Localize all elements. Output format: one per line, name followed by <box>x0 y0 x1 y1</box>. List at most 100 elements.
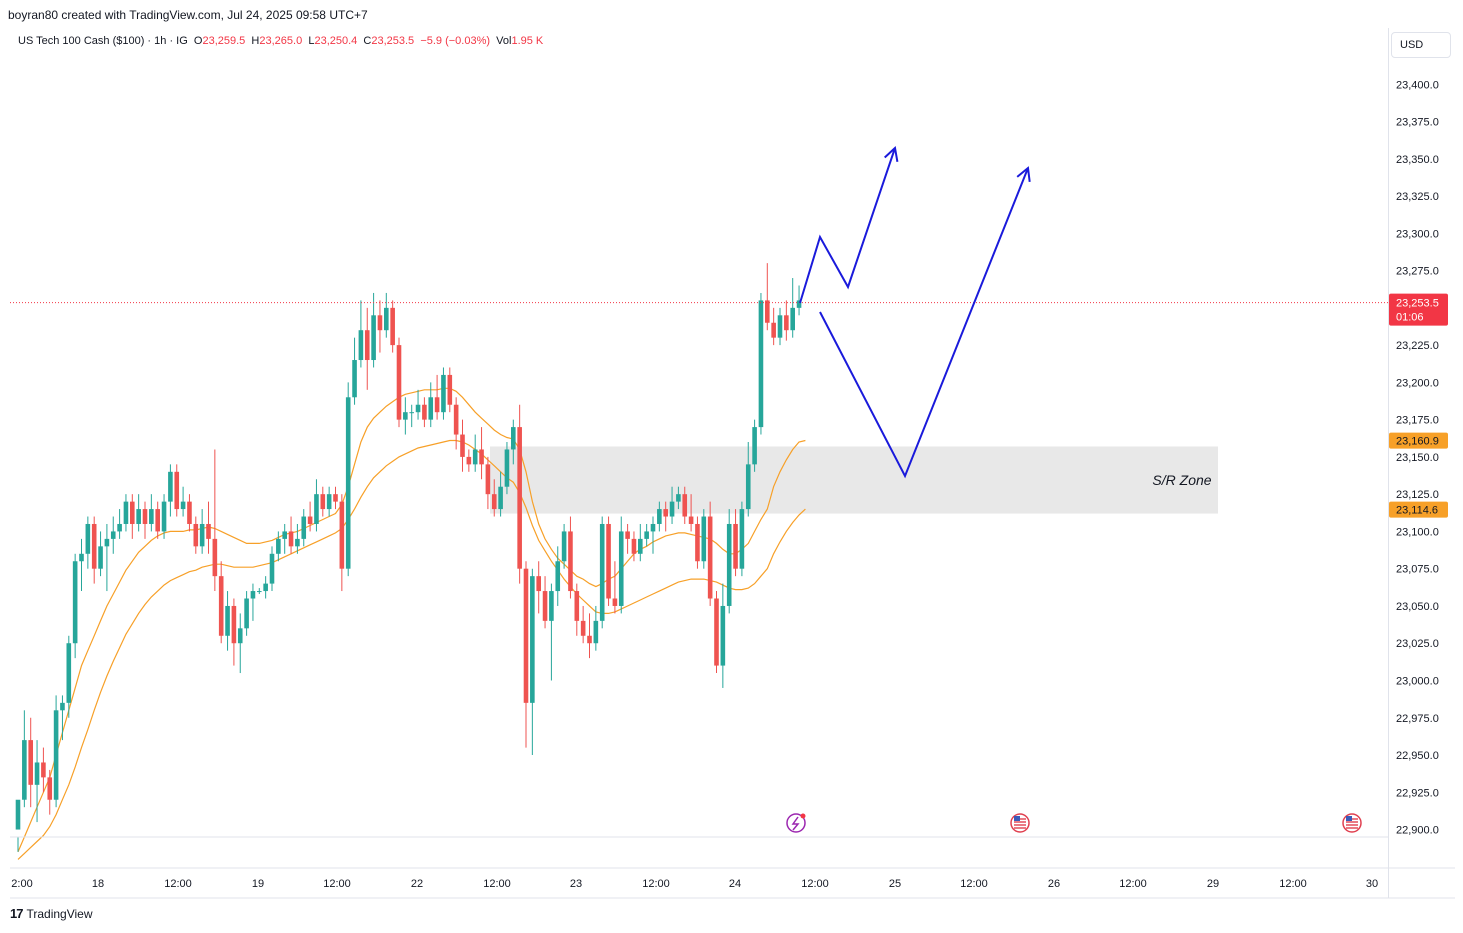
candle-body <box>491 494 497 510</box>
price-tick-label: 23,300.0 <box>1396 228 1439 240</box>
candle-body <box>650 523 656 532</box>
candle-body <box>15 799 21 830</box>
candle-layer <box>15 263 802 852</box>
candle-body <box>22 740 27 800</box>
candle <box>765 263 770 331</box>
candle-body <box>161 501 167 532</box>
event-markers[interactable] <box>786 813 1362 833</box>
time-tick-label: 12:00 <box>323 878 351 890</box>
candle <box>301 509 307 547</box>
candle-body <box>593 620 599 644</box>
low-label: L <box>308 35 315 47</box>
candle-body <box>790 307 795 331</box>
projection-drawing-layer[interactable] <box>799 146 1031 479</box>
time-tick-label: 12:00 <box>960 878 988 890</box>
candle <box>434 374 440 420</box>
last-price-label: 23,253.5 <box>1396 298 1439 310</box>
price-tick-label: 23,050.0 <box>1396 601 1439 613</box>
sr-zone-rect[interactable] <box>490 446 1218 514</box>
tradingview-mark-icon: 17 <box>10 906 24 921</box>
moving-average-layer <box>17 387 806 860</box>
candle <box>498 471 503 517</box>
time-tick-label: 29 <box>1207 878 1219 890</box>
candle-body <box>663 509 668 517</box>
candle-body <box>606 523 611 599</box>
projection-arrowhead[interactable] <box>1016 166 1031 183</box>
price-tick-label: 23,175.0 <box>1396 415 1439 427</box>
price-scale-divider <box>1388 28 1389 898</box>
candle <box>638 523 643 562</box>
candle <box>453 397 459 450</box>
price-tick-label: 23,075.0 <box>1396 564 1439 576</box>
time-axis[interactable]: 2:00 18 12:00 19 12:00 22 12:00 23 12:00 24 12:00 2… <box>11 878 1378 890</box>
candle-body <box>682 494 688 517</box>
candle-body <box>701 516 707 562</box>
candle <box>428 382 434 428</box>
candle-body <box>669 501 675 517</box>
candle <box>479 427 484 480</box>
projection-path[interactable] <box>799 147 896 304</box>
candle-body <box>441 374 446 413</box>
candle <box>720 583 726 688</box>
candle <box>466 449 472 472</box>
candle <box>161 494 167 539</box>
candle <box>784 300 789 341</box>
candle <box>22 710 27 808</box>
candle-body <box>104 538 110 547</box>
candle <box>28 717 33 808</box>
us-flag-event-icon[interactable] <box>1342 813 1362 833</box>
candle <box>218 561 224 644</box>
candle <box>396 337 402 428</box>
us-flag-event-icon[interactable] <box>1010 813 1030 833</box>
candle <box>47 769 53 815</box>
candle <box>777 307 783 346</box>
candle <box>650 516 656 554</box>
currency-selector[interactable]: USD <box>1391 32 1451 58</box>
candle <box>263 576 268 599</box>
countdown-label: 01:06 <box>1396 312 1424 324</box>
tradingview-logo[interactable]: 17 TradingView <box>10 906 93 921</box>
candle-body <box>714 598 719 666</box>
candle-body <box>199 523 205 547</box>
candle <box>739 501 745 577</box>
candle-body <box>85 523 91 554</box>
price-tick-label: 23,375.0 <box>1396 117 1439 129</box>
time-tick-label: 23 <box>570 878 582 890</box>
price-labels: 23,253.5 01:06 23,160.9 23,114.6 <box>1389 293 1448 518</box>
candle-body <box>752 427 757 465</box>
candle-body <box>784 315 789 331</box>
candle <box>682 486 688 524</box>
candle <box>326 486 332 517</box>
candle <box>574 583 580 636</box>
candle-body <box>314 494 319 524</box>
candle-body <box>415 404 421 413</box>
candle-body <box>53 710 59 800</box>
candle <box>333 486 338 510</box>
time-tick-label: 30 <box>1366 878 1378 890</box>
symbol-name[interactable]: US Tech 100 Cash ($100) · 1h · IG <box>18 35 188 47</box>
projection-arrowhead[interactable] <box>884 146 899 162</box>
candle-body <box>320 494 326 510</box>
candle <box>307 501 313 532</box>
candle-body <box>269 553 275 584</box>
time-tick-label: 12:00 <box>642 878 670 890</box>
candle-body <box>237 628 243 644</box>
candle <box>618 516 624 614</box>
candle <box>371 292 376 368</box>
candle <box>34 740 40 823</box>
candle <box>384 292 389 338</box>
candle-body <box>364 330 370 361</box>
open-value: 23,259.5 <box>202 35 246 47</box>
projection-path[interactable] <box>819 167 1029 479</box>
candle <box>504 442 510 495</box>
candle-body <box>41 762 46 778</box>
price-tick-label: 23,225.0 <box>1396 340 1439 352</box>
candle <box>110 516 116 554</box>
earnings-event-icon[interactable] <box>786 813 806 833</box>
candle-body <box>517 427 522 569</box>
candle-body <box>707 516 713 599</box>
candle <box>676 486 681 510</box>
price-axis[interactable]: 22,900.0 22,925.0 22,950.0 22,975.0 23,000.0… <box>1396 79 1439 836</box>
flag-canton <box>1346 816 1352 821</box>
